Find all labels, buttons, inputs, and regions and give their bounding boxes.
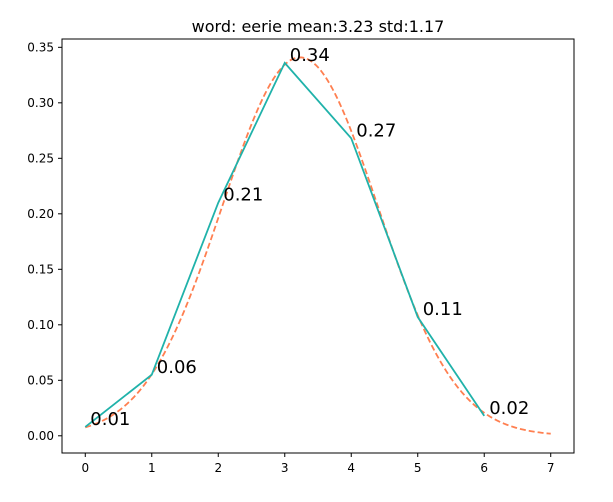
y-tick-label: 0.10 (27, 318, 54, 332)
x-tick-label: 2 (214, 461, 222, 475)
y-tick-label: 0.25 (27, 151, 54, 165)
y-tick-label: 0.05 (27, 373, 54, 387)
data-label: 0.06 (157, 357, 197, 378)
y-tick-label: 0.00 (27, 429, 54, 443)
x-tick-label: 0 (81, 461, 89, 475)
data-label: 0.27 (356, 120, 396, 141)
x-tick-label: 4 (347, 461, 355, 475)
y-tick-label: 0.30 (27, 96, 54, 110)
x-tick-label: 7 (547, 461, 555, 475)
y-tick-label: 0.35 (27, 40, 54, 54)
data-label: 0.01 (90, 409, 130, 430)
chart-title: word: eerie mean:3.23 std:1.17 (192, 17, 445, 36)
x-tick-label: 5 (414, 461, 422, 475)
data-label: 0.21 (223, 185, 263, 206)
data-label: 0.34 (290, 45, 330, 66)
y-tick-label: 0.15 (27, 262, 54, 276)
y-tick-label: 0.20 (27, 207, 54, 221)
x-tick-label: 1 (148, 461, 156, 475)
data-label: 0.02 (489, 398, 529, 419)
data-label: 0.11 (423, 299, 463, 320)
x-tick-label: 3 (281, 461, 289, 475)
x-tick-label: 6 (480, 461, 488, 475)
